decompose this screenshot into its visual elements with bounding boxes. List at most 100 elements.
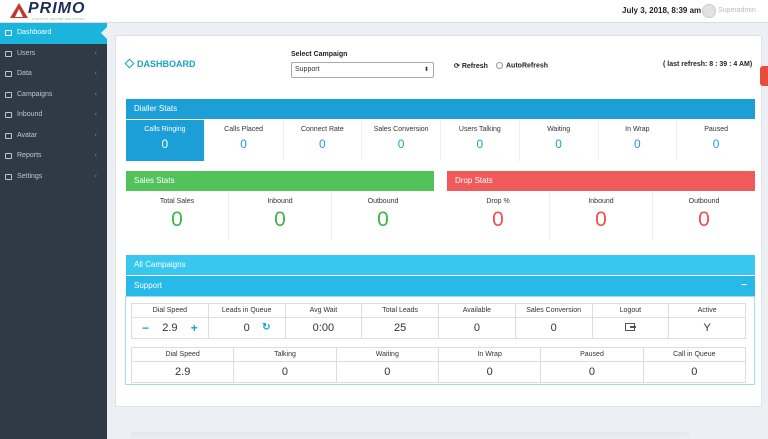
logo-text: PRIMO: [28, 0, 86, 17]
user-icon: [5, 132, 12, 139]
sidebar-item-label: Campaigns: [17, 90, 53, 98]
chevron-left-icon: ‹: [94, 111, 97, 118]
auto-refresh-radio[interactable]: [496, 62, 503, 69]
chevron-left-icon: ‹: [94, 70, 97, 77]
cell-value: 0: [691, 366, 698, 378]
logout-icon: [625, 323, 637, 331]
all-campaigns-header: All Campaigns: [126, 255, 755, 275]
cell-avg-wait: Avg Wait 0:00: [285, 304, 363, 338]
refresh-leads-icon[interactable]: ↻: [262, 322, 271, 333]
current-datetime: July 3, 2018, 8:39 am: [622, 6, 702, 15]
cell-label: Available: [439, 304, 515, 318]
sales-stats-row: Total Sales 0 Inbound 0 Outbound 0: [126, 192, 434, 240]
stat-label: Drop %: [486, 198, 510, 205]
primo-logo[interactable]: PRIMO CONTACT CENTER SOLUTIONS: [10, 0, 96, 21]
campaign-select[interactable]: Support ⬍: [291, 62, 434, 78]
stat-label: Outbound: [367, 198, 399, 205]
avatar: [702, 4, 716, 18]
cell-label: Talking: [234, 348, 336, 362]
stat-label: Paused: [704, 126, 728, 133]
refresh-button[interactable]: ⟳ Refresh: [454, 62, 488, 70]
cell-active: Active Y: [669, 304, 745, 338]
cell-available: Available 0: [439, 304, 516, 338]
cell-value: 25: [394, 322, 407, 334]
cell-value: Y: [703, 322, 711, 334]
database-icon: [5, 71, 12, 77]
sales-stats-header: Sales Stats: [126, 171, 434, 191]
cell-value: 0: [473, 322, 480, 334]
cell-label: Leads in Queue: [208, 304, 285, 318]
stat-users-talking: Users Talking 0: [441, 120, 520, 161]
cell-value: 0: [384, 366, 391, 378]
sidebar-item-avatar[interactable]: Avatar ‹: [0, 126, 107, 147]
sidebar-item-label: Avatar: [17, 131, 38, 139]
chevron-left-icon: ‹: [94, 90, 97, 98]
cell-dial-speed-2: Dial Speed 2.9: [132, 348, 235, 382]
stat-value: 0: [377, 208, 389, 231]
sidebar-item-dashboard[interactable]: Dashboard ‹: [0, 23, 107, 44]
sidebar-item-data[interactable]: Data ‹: [0, 64, 107, 85]
stat-drop-inbound: Inbound 0: [550, 192, 653, 240]
sidebar-item-inbound[interactable]: Inbound ‹: [0, 105, 107, 126]
sidebar: Dashboard ‹ Users ‹ Data ‹ Campaigns ‹ I…: [0, 23, 107, 439]
footer-shadow: [130, 432, 690, 439]
chevron-left-icon: ‹: [94, 152, 97, 159]
logout-button[interactable]: [593, 318, 669, 338]
campaign-panel-header[interactable]: Support −: [126, 276, 755, 296]
stat-value: 0: [595, 208, 607, 231]
cell-value: 0:00: [312, 322, 335, 334]
collapse-button[interactable]: −: [741, 280, 747, 291]
cell-label: Paused: [541, 348, 643, 362]
cell-label: Dial Speed: [132, 348, 234, 362]
cell-call-in-queue: Call in Queue 0: [643, 348, 745, 382]
select-arrows-icon: ⬍: [423, 67, 429, 73]
sidebar-item-label: Reports: [17, 152, 42, 159]
stat-value: 0: [319, 137, 326, 151]
stat-value: 0: [171, 208, 183, 231]
inbox-icon: [5, 112, 12, 118]
sidebar-item-settings[interactable]: Settings ‹: [0, 167, 107, 188]
sidebar-item-campaigns[interactable]: Campaigns ‹: [0, 85, 107, 106]
stat-label: Calls Placed: [224, 126, 264, 133]
stat-sales-outbound: Outbound 0: [332, 192, 434, 240]
last-refresh: ( last refresh: 8 : 39 : 4 AM): [663, 61, 753, 68]
stat-label: Total Sales: [159, 198, 195, 205]
stat-label: Users Talking: [458, 126, 501, 133]
cell-label: Total Leads: [362, 304, 438, 318]
cell-logout: Logout: [592, 304, 670, 338]
cell-label: Call in Queue: [643, 348, 745, 362]
stat-value: 0: [397, 137, 405, 151]
sidebar-item-users[interactable]: Users ‹: [0, 44, 107, 65]
sidebar-item-label: Data: [17, 70, 32, 77]
cell-value: 0: [550, 322, 557, 334]
dialler-stats-header: Dialler Stats: [126, 99, 755, 119]
sidebar-item-reports[interactable]: Reports ‹: [0, 146, 107, 167]
campaign-stats-grid-1: Dial Speed 2.9 − + Leads in Queue 0 ↻ Av…: [131, 303, 746, 339]
bullhorn-icon: [5, 91, 12, 98]
stat-value: 0: [712, 137, 720, 151]
auto-refresh-toggle[interactable]: AutoRefresh: [496, 62, 548, 69]
chevron-left-icon: ‹: [94, 172, 97, 180]
stat-calls-ringing[interactable]: Calls Ringing 0: [126, 120, 205, 161]
increase-dial-speed-button[interactable]: +: [190, 321, 198, 335]
stat-value: 0: [240, 137, 247, 151]
stat-label: Inbound: [267, 198, 293, 205]
chart-icon: [5, 153, 12, 159]
sidebar-item-label: Inbound: [17, 111, 43, 118]
dashboard-icon: [124, 58, 135, 69]
settings-side-tab[interactable]: [760, 66, 768, 86]
home-icon: [5, 30, 12, 36]
sidebar-item-label: Settings: [17, 172, 43, 180]
auto-refresh-label: AutoRefresh: [506, 62, 549, 70]
stat-value: 0: [274, 208, 286, 231]
stat-label: Connect Rate: [300, 126, 344, 133]
cell-label: In Wrap: [438, 348, 541, 362]
decrease-dial-speed-button[interactable]: −: [142, 321, 150, 335]
stat-value: 0: [476, 137, 484, 151]
cell-label: Logout: [592, 304, 669, 318]
campaign-select-value: Support: [295, 66, 320, 73]
all-campaigns-title: All Campaigns: [134, 260, 186, 269]
sidebar-item-label: Dashboard: [17, 29, 52, 36]
stat-label: Sales Conversion: [373, 126, 429, 133]
stat-label: In Wrap: [625, 126, 650, 133]
